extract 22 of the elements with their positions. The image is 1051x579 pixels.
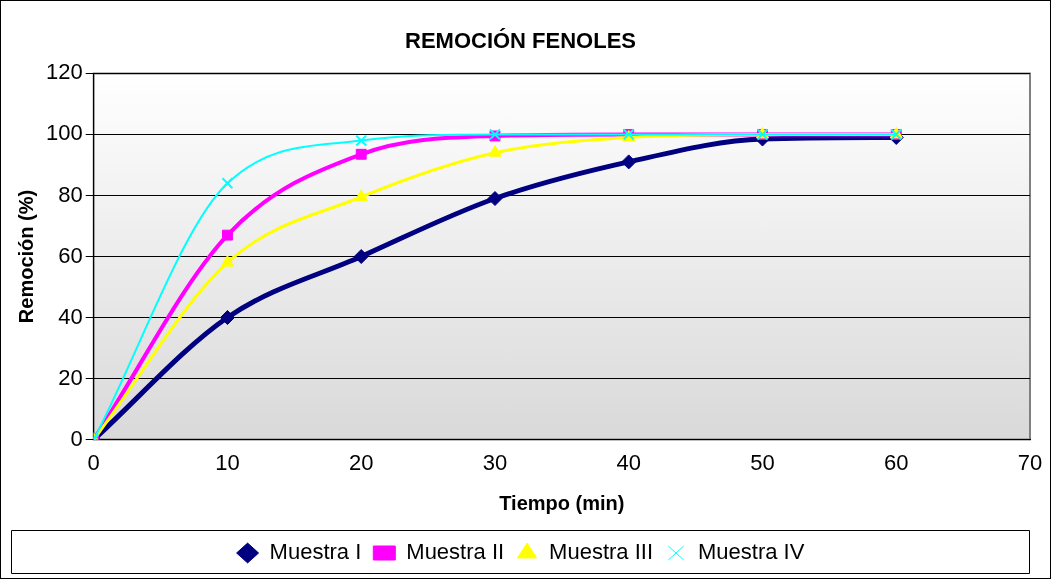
y-tick-label: 20 — [58, 364, 83, 390]
y-axis-title: Remoción (%) — [14, 189, 37, 324]
x-tick-label: 50 — [750, 449, 775, 475]
y-tick-label: 120 — [45, 59, 83, 85]
x-tick-label: 40 — [616, 449, 641, 475]
x-axis-title: Tiempo (min) — [499, 491, 625, 514]
y-tick-label: 40 — [58, 303, 83, 329]
x-tick-label: 20 — [348, 449, 374, 475]
legend-label: Muestra IV — [698, 539, 805, 565]
x-tick-label: 30 — [482, 449, 508, 475]
y-tick-label: 0 — [70, 425, 83, 451]
legend-label: Muestra I — [269, 539, 362, 565]
y-tick-label: 80 — [58, 181, 83, 207]
x-tick-label: 10 — [215, 449, 240, 475]
legend-label: Muestra II — [406, 539, 505, 565]
legend-label: Muestra III — [549, 539, 654, 565]
x-tick-label: 0 — [87, 449, 100, 475]
chart-title: REMOCIÓN FENOLES — [404, 28, 637, 54]
x-tick-label: 70 — [1017, 449, 1043, 475]
y-tick-label: 60 — [58, 242, 83, 268]
y-tick-label: 100 — [45, 120, 83, 146]
x-tick-label: 60 — [884, 449, 909, 475]
